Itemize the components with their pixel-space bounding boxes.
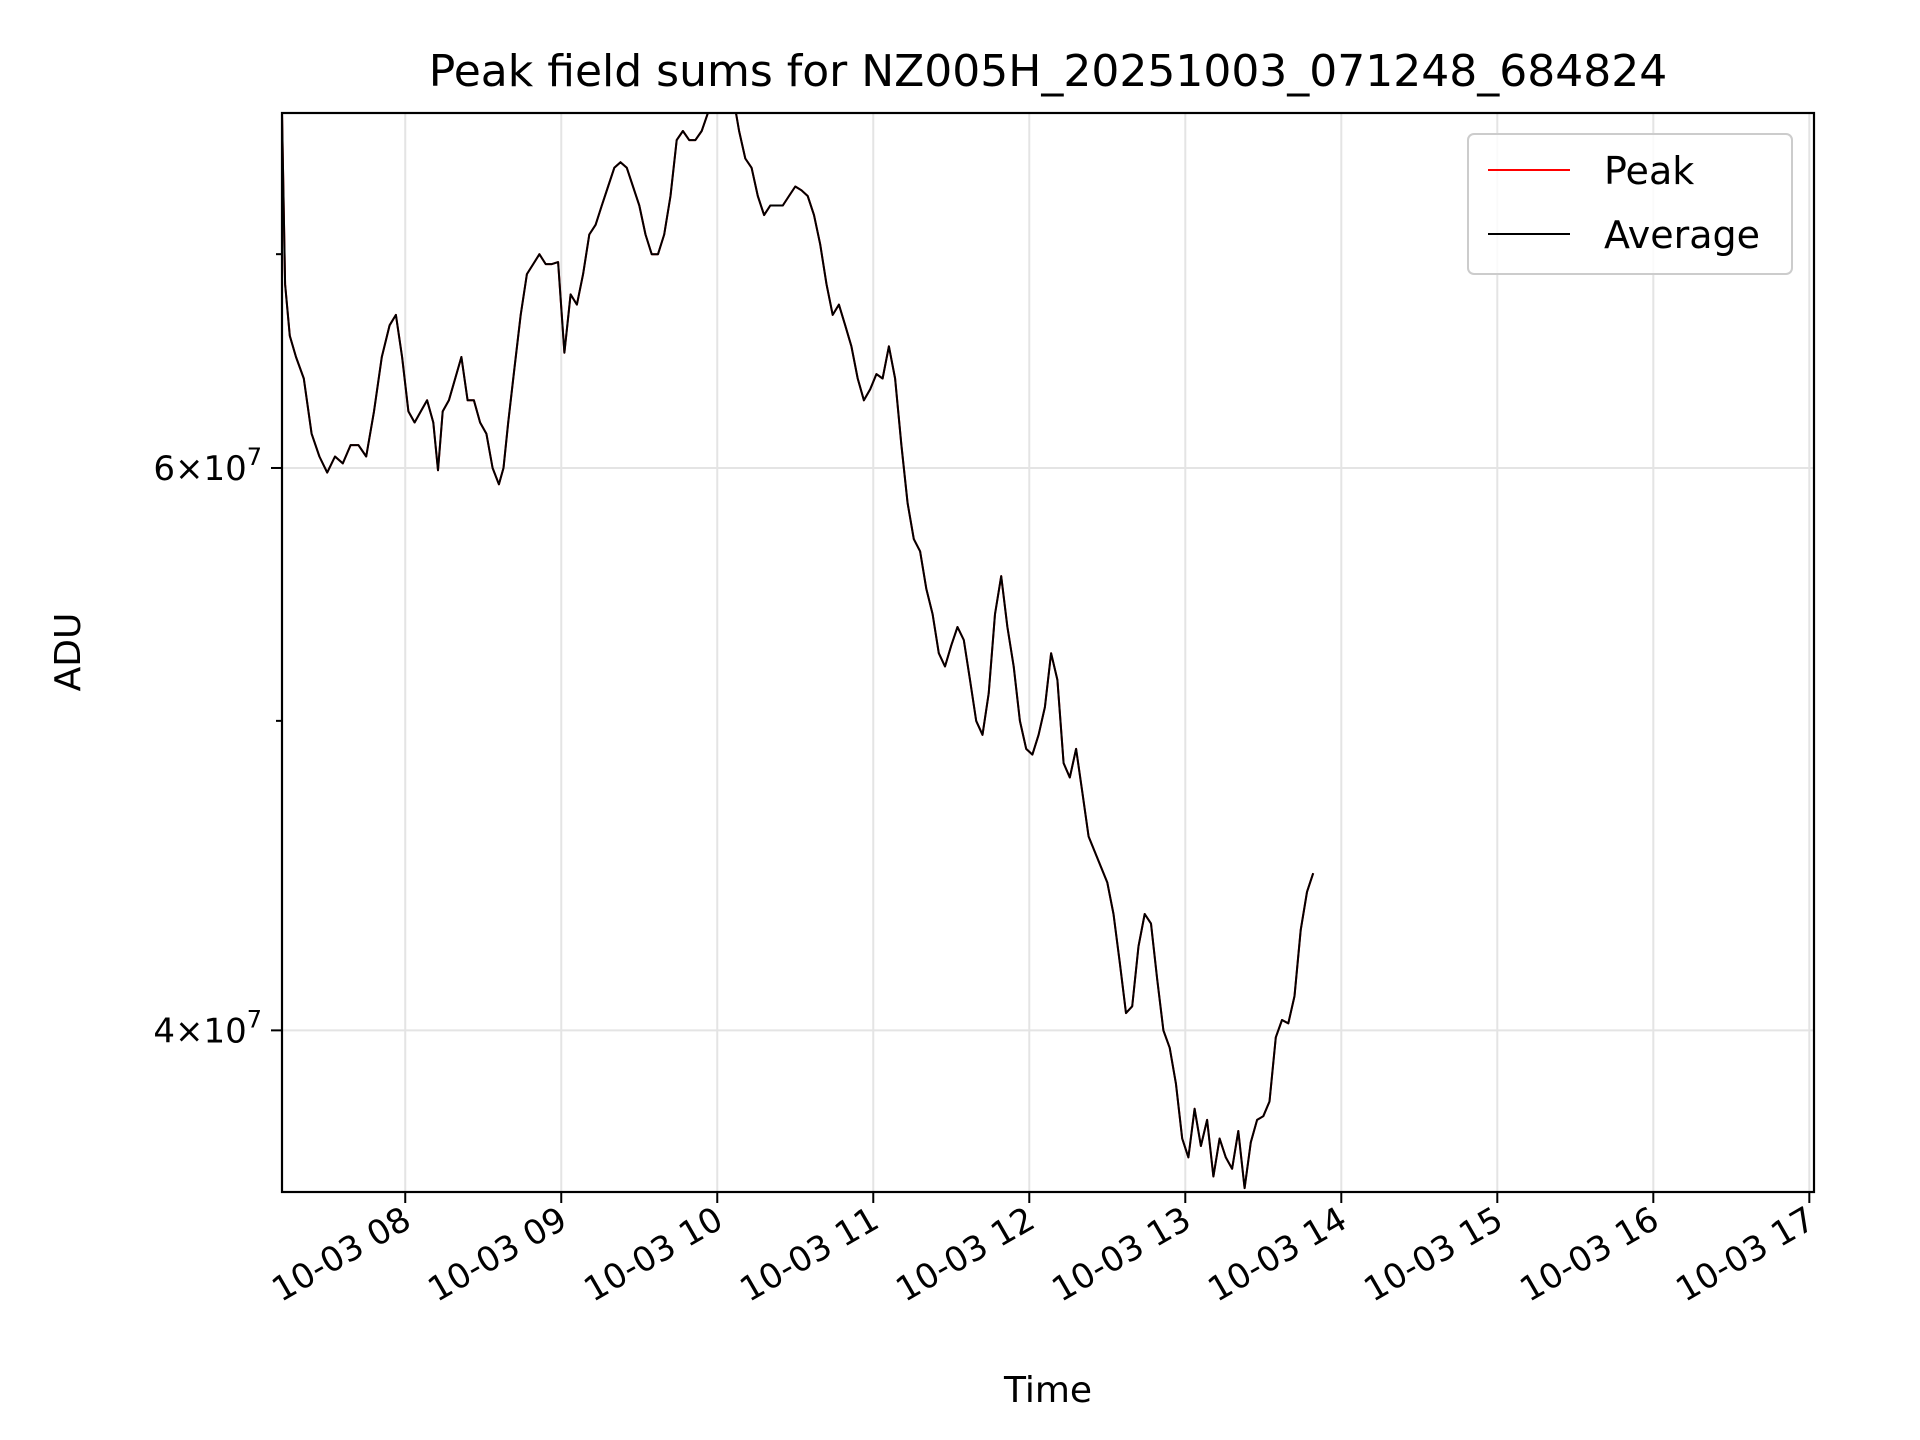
y-tick-label-times: ×10 xyxy=(175,1011,247,1051)
y-tick-label-times: ×10 xyxy=(175,449,247,489)
legend-label-average: Average xyxy=(1604,213,1760,257)
y-tick-label: 6×107 xyxy=(153,443,262,489)
chart-title: Peak field sums for NZ005H_20251003_0712… xyxy=(429,46,1667,97)
legend-label-peak: Peak xyxy=(1604,149,1694,193)
y-tick-label-exponent: 7 xyxy=(247,1005,262,1033)
series-line-average xyxy=(282,113,1315,1190)
y-tick-label-mantissa: 6 xyxy=(153,449,175,489)
grid-lines xyxy=(282,113,1814,1192)
plot-frame xyxy=(280,111,1816,1194)
legend: Peak Average xyxy=(1467,133,1793,275)
x-axis-label: Time xyxy=(1003,1370,1092,1411)
y-tick-label-mantissa: 4 xyxy=(153,1011,175,1051)
y-tick-label: 4×107 xyxy=(153,1005,262,1051)
series-layer xyxy=(282,113,1315,1190)
y-tick-label-exponent: 7 xyxy=(247,443,262,471)
y-axis-label: ADU xyxy=(48,613,89,692)
